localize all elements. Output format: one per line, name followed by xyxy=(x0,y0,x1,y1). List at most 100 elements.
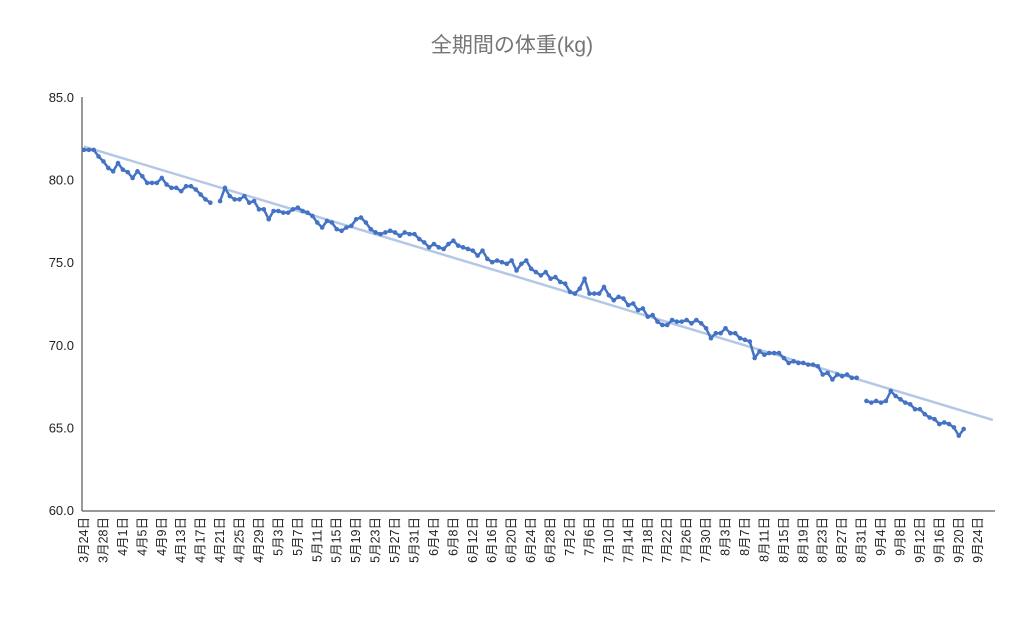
weight-point xyxy=(159,175,165,181)
weight-point xyxy=(864,398,869,404)
x-tick-label: 6月24日 xyxy=(524,517,538,563)
weight-point xyxy=(480,248,485,253)
weight-point xyxy=(421,240,427,245)
weight-point xyxy=(120,167,126,172)
weight-point xyxy=(237,197,242,202)
weight-point xyxy=(266,216,271,222)
weight-point xyxy=(927,415,932,420)
weight-point xyxy=(305,210,310,215)
weight-point xyxy=(562,281,568,286)
weight-point xyxy=(436,245,442,250)
weight-point xyxy=(81,147,87,153)
weight-point xyxy=(776,350,782,356)
weight-point xyxy=(737,335,743,341)
weight-point xyxy=(106,165,111,171)
weight-point xyxy=(183,183,189,189)
weight-point xyxy=(577,286,583,291)
weight-point xyxy=(839,373,845,379)
weight-point xyxy=(387,228,393,234)
weight-point xyxy=(582,276,587,282)
weight-point xyxy=(164,182,169,187)
weight-point xyxy=(728,330,733,336)
weight-point xyxy=(800,360,806,366)
weight-point xyxy=(771,350,777,356)
weight-point xyxy=(742,337,748,343)
weight-point xyxy=(465,246,471,252)
weight-point xyxy=(285,210,291,215)
weight-point xyxy=(280,210,286,215)
x-tick-label: 9月4日 xyxy=(874,517,888,556)
x-tick-label: 6月28日 xyxy=(544,517,558,563)
x-tick-label: 4月1日 xyxy=(116,517,130,556)
x-tick-label: 5月23日 xyxy=(369,517,383,563)
weight-point xyxy=(509,258,514,263)
weight-point xyxy=(353,216,359,222)
weight-point xyxy=(572,291,578,296)
weight-point xyxy=(441,246,446,252)
x-tick-label: 7月14日 xyxy=(621,517,635,563)
x-tick-label: 9月20日 xyxy=(952,517,966,563)
x-tick-label: 8月3日 xyxy=(719,517,733,556)
weight-point xyxy=(276,208,281,214)
weight-point xyxy=(825,370,830,376)
y-tick-label: 70.0 xyxy=(49,338,74,353)
weight-point xyxy=(757,349,762,354)
weight-point xyxy=(645,314,651,320)
x-tick-label: 4月25日 xyxy=(233,517,247,563)
weight-point xyxy=(188,183,194,189)
weight-point xyxy=(698,321,704,326)
weight-point xyxy=(251,198,257,204)
weight-point xyxy=(193,187,199,192)
x-tick-label: 6月12日 xyxy=(466,517,480,563)
weight-point xyxy=(300,208,306,214)
weight-point xyxy=(883,398,889,404)
weight-point xyxy=(951,425,957,430)
weight-point xyxy=(426,245,432,250)
weight-point xyxy=(791,359,796,364)
x-tick-label: 6月8日 xyxy=(446,517,460,556)
weight-point xyxy=(135,169,140,174)
weight-point xyxy=(314,220,320,225)
x-tick-label: 7月26日 xyxy=(680,517,694,563)
weight-point xyxy=(766,350,772,356)
y-tick-label: 75.0 xyxy=(49,255,74,270)
x-tick-label: 9月16日 xyxy=(932,517,946,563)
weight-point xyxy=(893,393,898,399)
weight-point xyxy=(96,154,101,159)
weight-point xyxy=(256,207,262,212)
weight-point xyxy=(324,218,330,224)
weight-point xyxy=(169,185,174,191)
weight-point xyxy=(820,372,826,377)
y-tick-label: 65.0 xyxy=(49,420,74,435)
x-tick-label: 6月20日 xyxy=(505,517,519,563)
weight-point xyxy=(835,372,840,377)
x-tick-label: 5月31日 xyxy=(407,517,421,563)
weight-point xyxy=(567,289,573,295)
weight-point xyxy=(363,220,369,225)
weight-point xyxy=(101,159,106,164)
x-tick-label: 8月31日 xyxy=(855,517,869,563)
y-axis-ticks: 60.0 65.0 70.0 75.0 80.0 85.0 xyxy=(49,90,74,518)
weight-point xyxy=(786,360,791,366)
weight-point xyxy=(154,180,160,186)
weight-point xyxy=(732,330,738,336)
x-tick-label: 8月11日 xyxy=(757,517,771,562)
weight-point xyxy=(587,291,592,296)
weight-point xyxy=(494,258,500,263)
weight-point xyxy=(747,339,753,344)
weight-point xyxy=(674,319,680,324)
x-tick-label: 5月15日 xyxy=(330,517,344,563)
x-tick-label: 8月19日 xyxy=(796,517,810,563)
weight-point xyxy=(922,411,928,417)
weight-point xyxy=(460,245,466,250)
weight-point xyxy=(869,400,874,405)
weight-point xyxy=(451,238,456,244)
weight-point xyxy=(349,223,354,229)
weight-point xyxy=(198,192,203,197)
weight-point xyxy=(640,306,646,311)
chart-title: 全期間の体重(kg) xyxy=(431,34,593,57)
weight-point xyxy=(144,180,150,186)
weight-point xyxy=(470,248,476,253)
x-tick-label: 3月28日 xyxy=(96,517,110,563)
x-tick-label: 5月27日 xyxy=(388,517,402,563)
